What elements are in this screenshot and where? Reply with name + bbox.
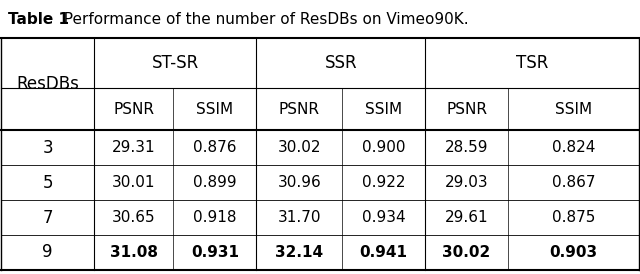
Text: ResDBs: ResDBs xyxy=(16,75,79,93)
Text: 30.02: 30.02 xyxy=(278,140,321,155)
Text: SSIM: SSIM xyxy=(365,102,403,117)
Text: 0.941: 0.941 xyxy=(360,245,408,260)
Text: 0.875: 0.875 xyxy=(552,210,595,225)
Text: SSIM: SSIM xyxy=(196,102,234,117)
Text: 29.31: 29.31 xyxy=(112,140,156,155)
Text: ST-SR: ST-SR xyxy=(152,54,198,72)
Text: 31.70: 31.70 xyxy=(278,210,321,225)
Text: TSR: TSR xyxy=(516,54,548,72)
Text: 0.876: 0.876 xyxy=(193,140,237,155)
Text: PSNR: PSNR xyxy=(113,102,154,117)
Text: 9: 9 xyxy=(42,243,53,261)
Text: PSNR: PSNR xyxy=(446,102,487,117)
Text: 30.65: 30.65 xyxy=(112,210,156,225)
Text: 5: 5 xyxy=(42,174,53,192)
Text: 0.903: 0.903 xyxy=(549,245,597,260)
Text: Table 1: Table 1 xyxy=(8,12,68,27)
Text: Performance of the number of ResDBs on Vimeo90K.: Performance of the number of ResDBs on V… xyxy=(54,12,468,27)
Text: 29.61: 29.61 xyxy=(445,210,488,225)
Text: SSR: SSR xyxy=(324,54,357,72)
Text: 0.934: 0.934 xyxy=(362,210,406,225)
Text: 30.01: 30.01 xyxy=(112,175,156,190)
Text: 0.900: 0.900 xyxy=(362,140,406,155)
Text: 30.96: 30.96 xyxy=(277,175,321,190)
Text: 28.59: 28.59 xyxy=(445,140,488,155)
Text: 0.867: 0.867 xyxy=(552,175,595,190)
Text: PSNR: PSNR xyxy=(279,102,320,117)
Text: 3: 3 xyxy=(42,139,53,157)
Text: SSIM: SSIM xyxy=(555,102,592,117)
Text: 0.922: 0.922 xyxy=(362,175,406,190)
Text: 0.931: 0.931 xyxy=(191,245,239,260)
Text: 31.08: 31.08 xyxy=(109,245,157,260)
Text: 0.918: 0.918 xyxy=(193,210,237,225)
Text: 30.02: 30.02 xyxy=(442,245,491,260)
Text: 0.824: 0.824 xyxy=(552,140,595,155)
Text: 7: 7 xyxy=(42,209,53,227)
Text: 32.14: 32.14 xyxy=(275,245,323,260)
Text: 0.899: 0.899 xyxy=(193,175,237,190)
Text: 29.03: 29.03 xyxy=(445,175,488,190)
